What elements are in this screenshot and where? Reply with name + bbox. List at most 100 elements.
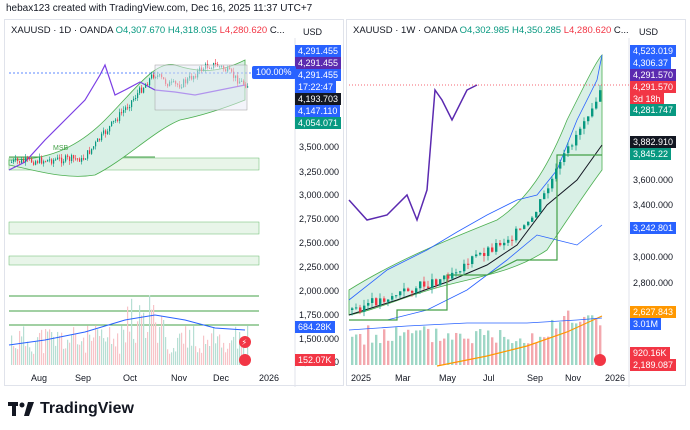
left-time-ticks: Aug Sep Oct Nov Dec 2026 [31,373,279,383]
right-volume-bar [579,321,582,365]
left-volume-bar [141,315,143,365]
left-candle [151,74,153,79]
left-volume-bar [227,348,229,365]
left-volume-bar [77,344,79,365]
right-price-tick: 3,600.000 [633,175,673,185]
right-volume-bar [463,338,466,365]
right-volume-bar [499,330,502,365]
left-time-tick: Aug [31,373,47,383]
right-volume-bar [507,339,510,365]
left-candle [13,159,15,162]
right-volume-bar [415,330,418,365]
right-candle [519,228,522,230]
right-volume-bar [431,342,434,365]
right-tag-5: 3d 18h [630,93,664,105]
left-candle [95,141,97,147]
right-volume-bar [555,328,558,365]
right-volume-bar [535,343,538,365]
left-volume-bar [73,327,75,365]
left-tag-6: 4,147.110 [295,105,341,117]
right-volume-ma-orange [436,315,603,367]
left-volume-bar [33,353,35,365]
right-volume-bar [475,331,478,365]
left-volume-bar [29,347,31,365]
left-volume-bar [175,351,177,365]
left-candle [43,161,45,164]
right-broker: OANDA [423,25,458,36]
left-volume-bar [105,341,107,365]
left-volume-bar [223,342,225,365]
right-volume-bar [523,342,526,365]
left-candle [105,130,107,134]
left-volume-bar [163,319,165,365]
right-tag-9: 3,242.801 [630,222,677,234]
right-candle [427,286,430,288]
left-candle [35,161,37,165]
right-flag-icon[interactable] [594,354,606,366]
daily-chart-canvas[interactable]: MSB 3,500.000 3,250.000 3,000.000 2,750.000… [5,20,345,387]
chart-header: hebax123 created with TradingView.com, D… [6,3,312,14]
left-volume-bar [165,337,167,365]
left-price-tick: 2,250.000 [299,262,339,272]
right-volume-bar [435,328,438,365]
right-time-tick: 2026 [605,373,625,383]
right-volume-bar [423,326,426,365]
tradingview-logo[interactable]: TradingView [8,400,134,418]
right-tag-1: 4,523.019 [630,45,677,57]
weekly-chart-canvas[interactable]: 3,600.000 3,400.000 3,000.000 2,800.000 202… [347,20,687,387]
alert-icon[interactable] [239,336,251,348]
left-volume-tag-2: 152.07K [295,354,335,366]
snapshot-date: Dec 16, 2025 11:37 UTC+7 [190,3,313,14]
left-volume-bar [219,334,221,365]
left-tag-5: 4,193.703 [295,93,342,105]
left-volume-bar [25,346,27,365]
right-time-tick: Jul [483,373,495,383]
left-interval: 1D [59,25,72,36]
weekly-chart-panel[interactable]: XAUUSD · 1W · OANDA O4,302.985 H4,350.28… [346,19,687,387]
left-volume-bar [123,329,125,365]
right-candle [443,275,446,280]
left-volume-bar [157,342,159,365]
left-candle [81,158,83,162]
left-volume-bar [183,343,185,365]
flag-icon[interactable] [239,354,251,366]
left-candle [119,112,121,121]
left-candle [79,158,81,162]
left-volume-bar [91,340,93,365]
right-candle [543,193,546,200]
right-ma-line [348,144,603,316]
left-candle [117,119,119,121]
left-candle [23,159,25,162]
right-candle [407,288,410,291]
right-lower-band [349,224,603,321]
left-candle [19,160,21,163]
left-time-tick: Oct [123,373,138,383]
left-volume-bar [199,348,201,365]
left-candle [109,126,111,132]
left-candle [87,150,89,159]
right-tag-8: 3,845.22 [630,148,672,160]
right-step-line [349,154,602,321]
right-volume-bar [519,338,522,365]
left-volume-bar [189,329,191,365]
left-volume-bar [85,352,87,365]
right-volume-bar [399,335,402,365]
right-volume-bar [447,333,450,365]
left-volume-bar [241,344,243,365]
left-volume-bar [167,349,169,365]
right-volume-bar [599,325,602,365]
left-volume-bar [87,325,89,365]
right-candle [351,308,354,310]
right-candle [575,134,578,146]
right-candle [547,188,550,194]
left-price-tick: 2,500.000 [299,238,339,248]
right-candle [559,162,562,169]
left-volume-bar [37,337,39,365]
right-volume-bars [351,310,602,365]
right-volume-bar [479,329,482,365]
left-volume-bar [221,347,223,365]
daily-chart-panel[interactable]: XAUUSD · 1D · OANDA O4,307.670 H4,318.03… [4,19,345,387]
author: hebax123 [6,3,50,14]
right-candle [475,254,478,257]
left-candle [97,138,99,142]
